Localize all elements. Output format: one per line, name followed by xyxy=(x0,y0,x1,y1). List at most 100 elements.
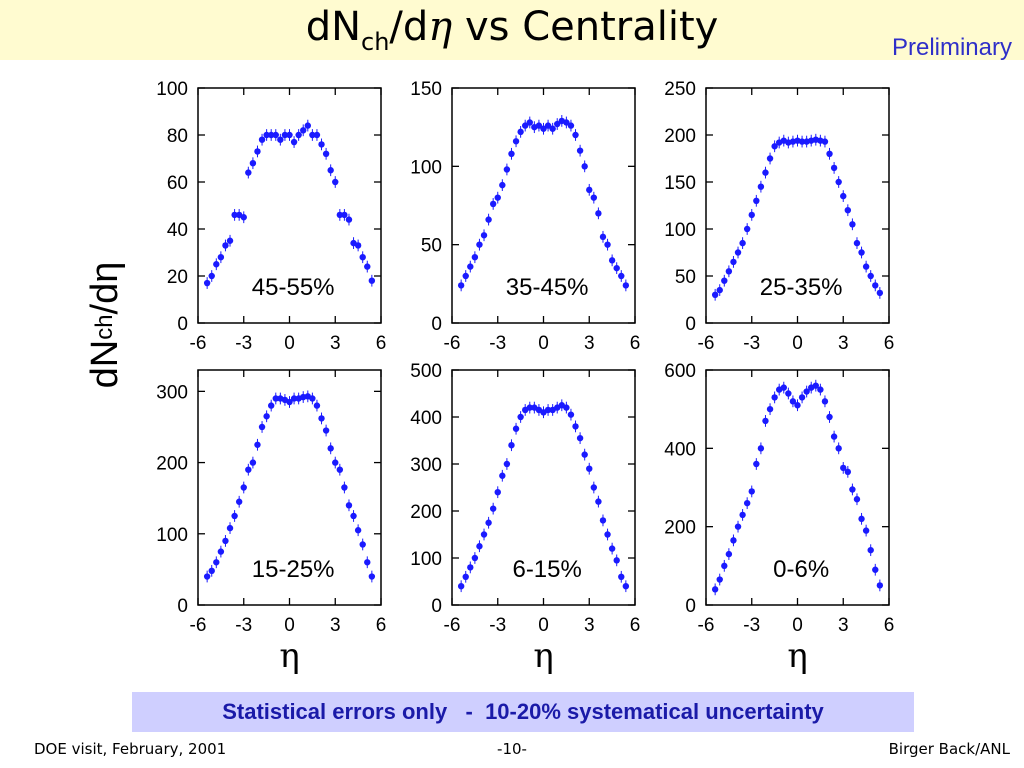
data-point xyxy=(721,562,728,570)
data-point xyxy=(730,537,737,544)
data-point xyxy=(467,263,474,270)
y-tick-label: 50 xyxy=(675,267,696,288)
data-point xyxy=(622,282,630,289)
centrality-label: 6-15% xyxy=(512,556,581,583)
y-tick-label: 400 xyxy=(410,408,442,429)
data-point xyxy=(835,445,842,452)
data-point xyxy=(499,472,506,479)
data-point xyxy=(467,564,474,571)
data-point xyxy=(840,192,847,200)
data-point xyxy=(268,131,275,139)
y-tick-label: 200 xyxy=(410,502,442,523)
x-tick-label: -3 xyxy=(489,333,506,354)
data-point xyxy=(295,131,302,139)
data-point xyxy=(222,242,229,249)
data-point xyxy=(471,554,479,562)
data-point xyxy=(867,546,874,554)
data-point xyxy=(359,541,366,548)
x-tick-label: 0 xyxy=(284,333,295,354)
data-point xyxy=(812,382,819,389)
data-point xyxy=(318,141,325,148)
x-tick-label: 0 xyxy=(792,333,803,354)
x-tick-label: 6 xyxy=(630,333,641,354)
data-point xyxy=(762,169,769,176)
title-bar xyxy=(0,0,1024,60)
y-tick-label: 0 xyxy=(177,314,188,335)
data-point xyxy=(462,573,469,580)
data-point xyxy=(844,468,852,476)
data-point xyxy=(766,155,774,162)
footer-right: Birger Back/ANL xyxy=(888,740,1010,758)
x-tick-label: 3 xyxy=(584,333,595,354)
data-point xyxy=(821,398,829,405)
data-point xyxy=(304,122,311,129)
data-point xyxy=(876,582,884,589)
data-point xyxy=(286,131,293,139)
data-point xyxy=(526,404,533,411)
data-point xyxy=(226,524,234,532)
x-tick-label: -3 xyxy=(489,615,506,636)
x-tick-label: -6 xyxy=(698,333,715,354)
data-point xyxy=(586,465,593,472)
data-point xyxy=(309,395,316,402)
data-point xyxy=(208,567,215,575)
data-point xyxy=(753,197,760,204)
data-point xyxy=(217,254,225,261)
x-tick-label: 0 xyxy=(538,615,549,636)
y-tick-label: 150 xyxy=(410,79,442,100)
x-tick-label: 0 xyxy=(792,615,803,636)
data-point xyxy=(354,242,362,249)
data-point xyxy=(771,143,778,150)
data-point xyxy=(821,138,829,145)
data-point xyxy=(757,445,765,452)
data-point xyxy=(272,131,279,139)
y-tick-label: 60 xyxy=(167,173,188,194)
data-point xyxy=(835,178,842,186)
data-point xyxy=(359,254,366,261)
data-point xyxy=(290,395,298,402)
data-point xyxy=(785,390,792,397)
data-point xyxy=(622,583,630,590)
y-tick-label: 500 xyxy=(410,361,442,382)
y-tick-label: 100 xyxy=(156,79,188,100)
data-point xyxy=(739,511,746,519)
data-point xyxy=(716,576,723,583)
data-point xyxy=(862,527,870,534)
centrality-label: 0-6% xyxy=(773,556,829,583)
x-tick-label: -6 xyxy=(190,615,207,636)
data-point xyxy=(322,150,330,157)
data-point xyxy=(494,194,501,201)
title-main: dN xyxy=(305,4,361,50)
data-point xyxy=(535,122,543,129)
data-point xyxy=(798,138,806,145)
data-point xyxy=(471,254,479,261)
x-tick-label: -6 xyxy=(190,333,207,354)
y-tick-label: 600 xyxy=(664,361,696,382)
data-point xyxy=(840,464,847,472)
data-point xyxy=(734,523,742,530)
data-point xyxy=(716,286,723,294)
data-point xyxy=(213,261,220,268)
data-point xyxy=(485,216,492,223)
x-tick-label: -3 xyxy=(743,615,760,636)
data-point xyxy=(872,566,879,573)
data-point xyxy=(240,214,247,221)
data-point xyxy=(590,484,598,491)
note-box: Statistical errors only - 10-20% systema… xyxy=(132,692,914,732)
title-eta: η xyxy=(428,4,453,50)
data-point xyxy=(830,433,838,440)
data-point xyxy=(563,404,570,411)
data-point xyxy=(876,289,884,297)
data-point xyxy=(341,211,348,219)
x-tick-label: 3 xyxy=(838,333,849,354)
data-point xyxy=(332,459,339,466)
y-tick-label: 300 xyxy=(410,455,442,476)
data-point xyxy=(872,282,879,289)
data-point xyxy=(576,434,584,442)
data-point xyxy=(350,512,357,520)
data-point xyxy=(730,258,737,266)
data-point xyxy=(567,411,575,418)
x-tick-label: -6 xyxy=(444,333,461,354)
data-point xyxy=(345,502,353,509)
data-point xyxy=(567,122,575,129)
